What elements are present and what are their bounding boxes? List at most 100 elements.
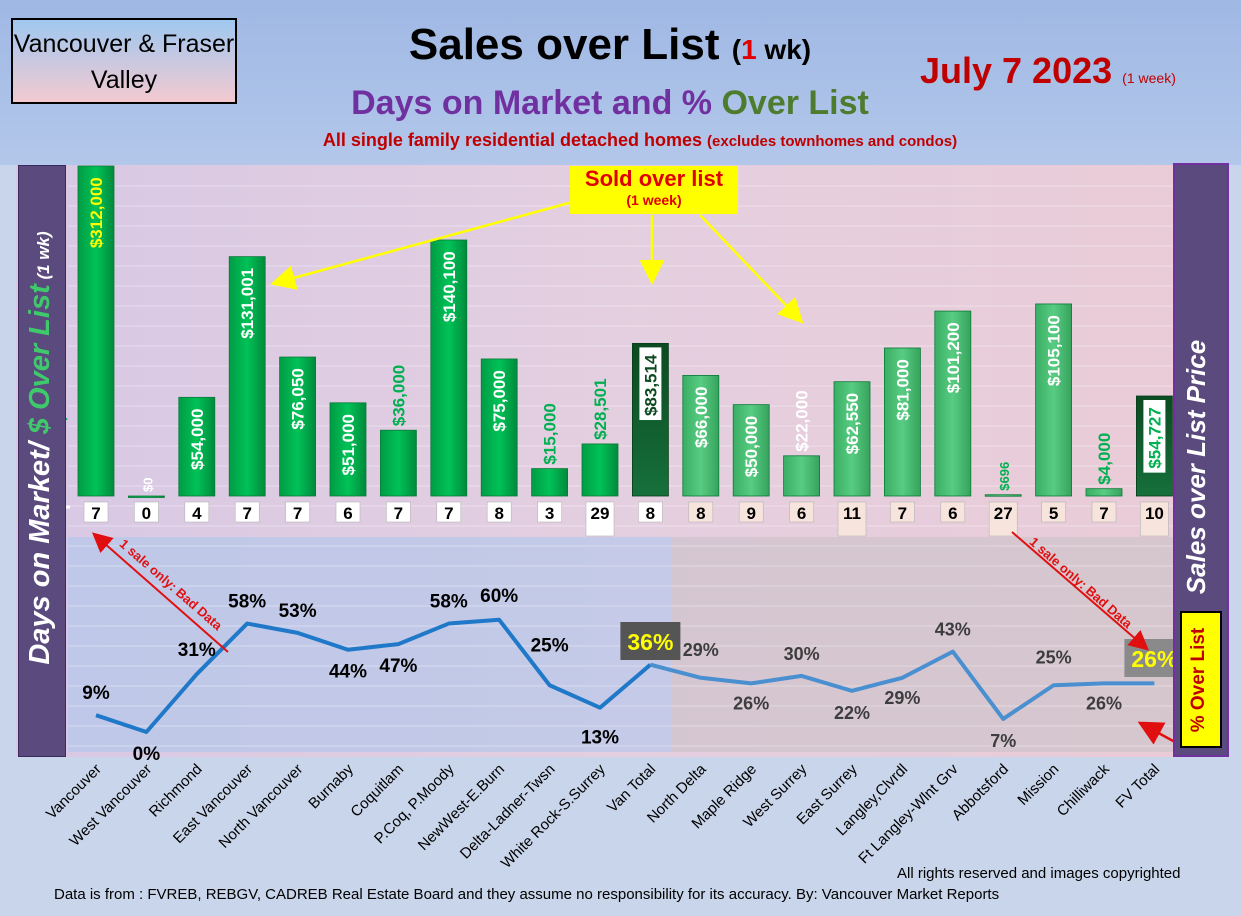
category-label-5: Burnaby (305, 760, 357, 812)
dom-label-11: 8 (646, 504, 655, 523)
pct-label-3: 58% (228, 592, 266, 613)
bar-19 (1035, 303, 1072, 497)
bad-data-arrow-right (1011, 531, 1150, 651)
dom-label-19: 5 (1049, 504, 1058, 523)
bar-5 (329, 402, 367, 497)
fv-region-shade (671, 537, 1173, 752)
dom-label-18: 27 (994, 504, 1013, 523)
bar-label-1: $0 (140, 478, 155, 492)
bar-label-0: $312,000 (87, 177, 106, 248)
date-main: July 7 2023 (920, 50, 1113, 91)
dom-box-15 (837, 501, 867, 537)
left-axis-label: Days on Market/ $ Over List (1 wk) (24, 148, 64, 748)
bar-15 (833, 381, 871, 497)
bar-label-7: $140,100 (440, 251, 459, 322)
pct-label-16: 29% (884, 688, 920, 708)
bar-1 (127, 495, 165, 498)
chart-subtitle-2: All single family residential detached h… (200, 130, 1080, 151)
pct-label-1: 0% (133, 744, 161, 765)
pct-label-7: 58% (430, 592, 468, 613)
pct-label-12: 29% (683, 640, 719, 660)
dom-box-16 (890, 501, 915, 523)
dom-box-20 (1091, 501, 1117, 523)
bar-label-bg-21 (1143, 399, 1166, 473)
bar-label-11: $83,514 (641, 354, 660, 416)
dom-label-14: 6 (797, 504, 806, 523)
dom-box-8 (486, 501, 512, 523)
title-main: Sales over List (408, 20, 720, 69)
dom-box-1 (134, 501, 159, 523)
dom-label-6: 7 (394, 504, 403, 523)
dom-label-7: 7 (444, 504, 453, 523)
bar-label-18: $696 (997, 462, 1012, 491)
category-label-17: Ft Langley-Wlnt Grv (855, 760, 962, 867)
dom-box-6 (386, 501, 411, 523)
dom-box-5 (335, 501, 361, 523)
pct-label-13: 26% (733, 693, 769, 713)
pct-label-5: 44% (329, 662, 367, 683)
sold-callout-line1: Sold over list (584, 166, 724, 191)
bar-label-9: $15,000 (541, 403, 560, 464)
pct-line-van (95, 617, 652, 734)
dom-label-2: 4 (192, 504, 202, 523)
dom-box-17 (940, 501, 966, 523)
left-axis-part2: $ Over List (24, 284, 56, 435)
footer-source: Data is from : FVREB, REBGV, CADREB Real… (54, 886, 1000, 903)
pct-label-8: 60% (480, 586, 518, 607)
van-region-shade (68, 537, 671, 752)
bar-label-bg-11 (639, 347, 662, 421)
pct-over-list-box (1180, 611, 1222, 748)
category-label-21: FV Total (1112, 761, 1163, 812)
pct-label-21: 26% (1131, 646, 1177, 672)
sold-over-list-callout: Sold over list (1 week) (570, 166, 738, 214)
bar-label-3: $131,001 (238, 268, 257, 339)
bar-label-14: $22,000 (793, 390, 812, 451)
bar-label-15: $62,550 (843, 393, 862, 454)
bar-label-8: $75,000 (490, 370, 509, 431)
bar-12 (682, 375, 720, 497)
dom-label-9: 3 (545, 504, 554, 523)
bar-label-20: $4,000 (1095, 433, 1114, 485)
bar-14 (783, 455, 820, 497)
bar-label-21: $54,727 (1145, 407, 1164, 468)
bar-0 (77, 165, 115, 497)
pct-over-list-label: % Over List (1188, 627, 1209, 733)
dom-label-0: 7 (91, 504, 100, 523)
footer-rights: All rights reserved and images copyright… (897, 865, 1181, 882)
left-axis-part3: (1 wk) (34, 231, 53, 285)
dom-box-2 (184, 501, 210, 523)
dom-box-14 (789, 501, 814, 523)
pct-label-14: 30% (784, 644, 820, 664)
pct-total-box-11 (620, 622, 681, 660)
dom-label-16: 7 (898, 504, 907, 523)
dom-label-13: 9 (746, 504, 755, 523)
dom-box-4 (285, 501, 310, 523)
dom-box-19 (1041, 501, 1066, 523)
pct-label-0: 9% (82, 683, 110, 704)
dom-box-9 (537, 501, 562, 523)
dom-box-3 (234, 501, 260, 523)
left-axis-band (18, 165, 66, 757)
category-label-19: Mission (1014, 761, 1062, 809)
bar-7 (430, 239, 468, 497)
dom-label-5: 6 (343, 504, 352, 523)
bar-label-6: $36,000 (389, 365, 408, 426)
subtitle2-main: All single family residential detached h… (322, 130, 708, 150)
pct-label-15: 22% (834, 703, 870, 723)
sold-callout-line2: (1 week) (626, 192, 682, 208)
pct-label-18: 7% (990, 731, 1016, 751)
bar-17 (934, 310, 972, 497)
bar-label-4: $76,050 (289, 368, 308, 429)
bar-label-2: $54,000 (188, 409, 207, 470)
pct-label-11: 36% (627, 629, 673, 655)
chart-subtitle: Days on Market and % Over List (300, 84, 920, 123)
right-axis-label: Sales over List Price (1181, 339, 1211, 595)
bar-2 (178, 396, 216, 497)
dom-label-1: 0 (142, 504, 151, 523)
bar-4 (279, 356, 317, 497)
pct-label-4: 53% (279, 601, 317, 622)
dom-box-0 (83, 501, 109, 523)
bad-data-arrow-left (91, 532, 229, 653)
subtitle2-note: (excludes townhomes and condos) (707, 133, 958, 150)
